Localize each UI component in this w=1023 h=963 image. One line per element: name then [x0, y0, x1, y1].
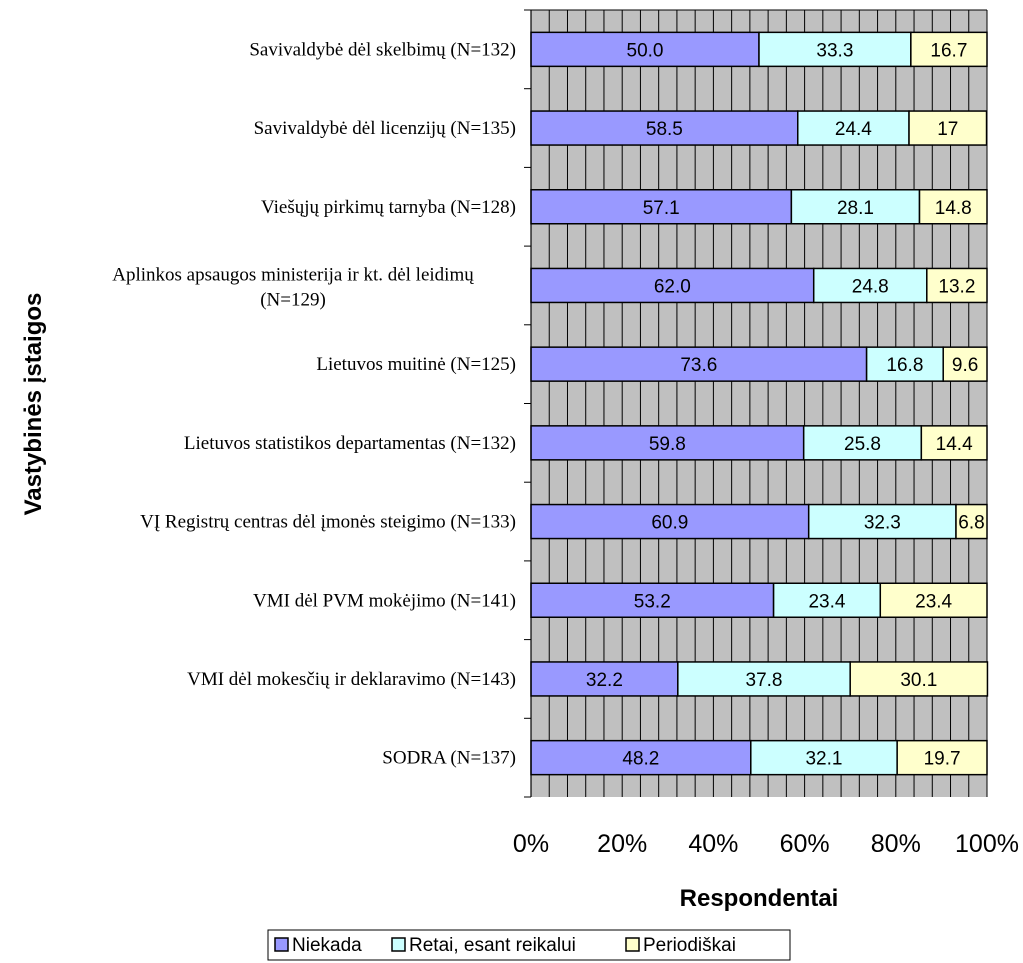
data-label: 16.8: [886, 355, 923, 376]
data-label: 59.8: [649, 434, 686, 455]
bar-segment: [918, 189, 988, 225]
legend: Niekada Retai, esant reikalui Periodiškai: [267, 929, 791, 961]
data-label: 16.7: [930, 40, 967, 61]
legend-swatch: [391, 937, 406, 952]
data-label: 13.2: [938, 276, 975, 297]
data-label: 23.4: [808, 591, 845, 612]
data-label: 9.6: [952, 355, 978, 376]
bar-segment: [677, 661, 851, 697]
category-label: VMI dėl mokesčių ir deklaravimo (N=143): [187, 669, 516, 690]
data-label: 58.5: [646, 119, 683, 140]
bar-segment: [807, 503, 957, 540]
data-label: 37.8: [746, 670, 783, 691]
category-label: Lietuvos muitinė (N=125): [316, 354, 516, 375]
bar-segment: [530, 346, 868, 382]
data-label: 60.9: [651, 513, 688, 534]
bar-segment: [896, 739, 988, 776]
bar-segment: [910, 31, 988, 68]
data-label: 24.8: [852, 276, 889, 297]
category-label: SODRA (N=137): [382, 748, 516, 769]
data-label: 17: [937, 119, 958, 140]
bar-segment: [530, 425, 805, 461]
bar-segment: [530, 582, 775, 618]
bar-segment: [865, 346, 944, 382]
x-axis-title: Respondentai: [680, 885, 839, 912]
category-label: VĮ Registrų centras dėl įmonės steigimo …: [140, 512, 516, 533]
data-label: 14.4: [936, 434, 973, 455]
data-label: 33.3: [816, 40, 853, 61]
data-label: 19.7: [924, 749, 961, 770]
data-label: 24.4: [835, 119, 872, 140]
bar-segment: [797, 110, 910, 146]
x-tick-label: 80%: [871, 830, 921, 858]
bar-segment: [802, 425, 923, 461]
bar-segment: [908, 110, 988, 146]
data-label: 32.1: [805, 749, 842, 770]
data-label: 73.6: [680, 355, 717, 376]
y-axis-title: Vastybinės įstaigos: [20, 293, 47, 516]
data-label: 14.8: [935, 198, 972, 219]
bar-segment: [920, 425, 988, 461]
x-tick-label: 60%: [780, 830, 830, 858]
legend-label: Periodiškai: [643, 935, 736, 956]
data-label: 25.8: [844, 434, 881, 455]
bar-segment: [772, 582, 882, 618]
data-label: 50.0: [627, 40, 664, 61]
data-label: 32.2: [586, 670, 623, 691]
bar-segment: [530, 267, 815, 304]
bar-segment: [879, 582, 988, 618]
bar-segment: [942, 346, 988, 382]
bar-segment: [750, 739, 898, 776]
data-label: 48.2: [622, 749, 659, 770]
legend-label: Retai, esant reikalui: [409, 935, 576, 956]
data-label: 62.0: [654, 276, 691, 297]
category-label: Savivaldybė dėl licenzijų (N=135): [254, 118, 516, 139]
bar-segment: [926, 267, 988, 304]
category-label: VMI dėl PVM mokėjimo (N=141): [253, 590, 516, 611]
data-label: 23.4: [915, 591, 952, 612]
data-label: 57.1: [643, 198, 680, 219]
x-tick-label: 100%: [955, 830, 1019, 858]
legend-swatch: [274, 937, 289, 952]
bar-segment: [849, 661, 989, 697]
legend-box: [267, 929, 791, 961]
x-tick-label: 20%: [597, 830, 647, 858]
legend-label: Niekada: [292, 935, 362, 956]
x-tick-label: 40%: [688, 830, 738, 858]
data-label: 6.8: [958, 513, 984, 534]
x-tick-label: 0%: [513, 830, 549, 858]
category-label: Lietuvos statistikos departamentas (N=13…: [184, 433, 516, 454]
bar-segment: [530, 31, 760, 68]
category-label: Savivaldybė dėl skelbimų (N=132): [249, 39, 516, 60]
data-label: 28.1: [837, 198, 874, 219]
bar-segment: [530, 739, 752, 776]
legend-swatch: [625, 937, 640, 952]
category-label: Aplinkos apsaugos ministerija ir kt. dėl…: [112, 264, 474, 310]
category-label: Viešųjų pirkimų tarnyba (N=128): [261, 197, 516, 218]
data-label: 32.3: [864, 513, 901, 534]
data-label: 30.1: [900, 670, 937, 691]
data-label: 53.2: [634, 591, 671, 612]
bar-segment: [955, 503, 988, 540]
